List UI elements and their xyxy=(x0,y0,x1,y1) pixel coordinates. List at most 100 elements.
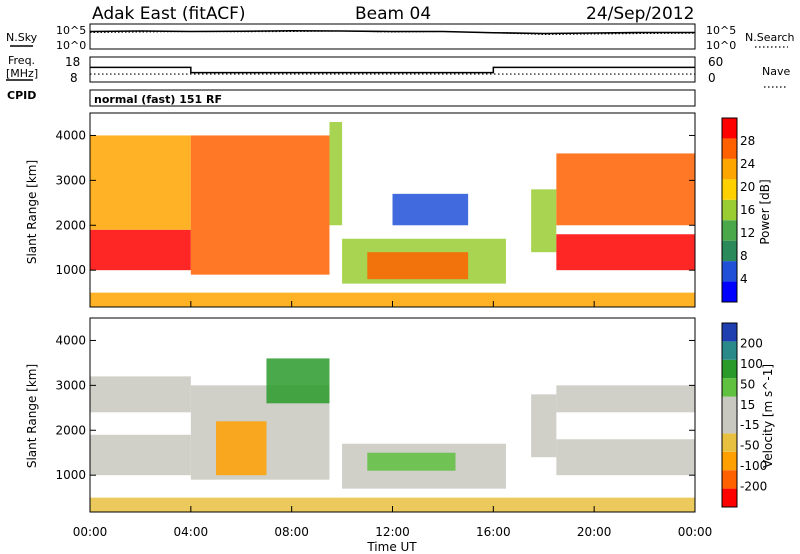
x-tick-label: 16:00 xyxy=(476,525,511,539)
velocity-colorbar-swatch xyxy=(722,378,737,397)
x-tick-label: 00:00 xyxy=(678,525,713,539)
velocity-colorbar-swatch xyxy=(722,396,737,415)
velocity-colorbar: -200 -100 -50 -15 15 50 100 200 xyxy=(721,322,767,508)
velocity-ytick-label: 2000 xyxy=(55,423,86,437)
cpid-value: normal (fast) 151 RF xyxy=(94,93,222,106)
power-ytick-label: 3000 xyxy=(55,173,86,187)
power-colorbar-tick: 12 xyxy=(740,226,755,240)
noise-plot xyxy=(89,29,696,36)
velocity-colorbar-tick: -50 xyxy=(740,439,760,453)
cpid-panel-frame xyxy=(89,89,696,107)
noise-right-tick-top: 10^5 xyxy=(706,24,736,37)
freq-series-0 xyxy=(90,66,695,74)
power-colorbar-tick: 16 xyxy=(740,203,755,217)
power-colorbar-tick: 8 xyxy=(740,249,748,263)
velocity-colorbar-swatch xyxy=(722,451,737,471)
power-echo-region xyxy=(556,234,695,271)
freq-tick-top: 18 xyxy=(65,55,80,69)
velocity-ytick-label: 1000 xyxy=(55,468,86,482)
noise-panel-frame xyxy=(89,23,696,50)
noise-tick-bottom: 10^0 xyxy=(56,39,86,52)
power-colorbar-tick: 24 xyxy=(740,157,755,171)
power-colorbar-swatch xyxy=(722,220,737,241)
power-colorbar-label: Power [dB] xyxy=(758,179,772,244)
power-colorbar-swatch xyxy=(722,199,737,221)
velocity-colorbar-tick: 100 xyxy=(740,357,763,371)
power-echo-region xyxy=(90,292,695,307)
velocity-echo-region xyxy=(531,394,557,458)
power-colorbar-tick: 4 xyxy=(740,272,748,286)
power-colorbar-swatch xyxy=(722,138,737,159)
power-ytick-label: 1000 xyxy=(55,263,86,277)
velocity-echo-region xyxy=(556,385,695,413)
velocity-colorbar-swatch xyxy=(722,323,737,342)
noise-series-0 xyxy=(89,29,695,35)
x-tick-label: 00:00 xyxy=(73,525,108,539)
power-echo-region xyxy=(329,121,343,226)
velocity-colorbar-tick: 50 xyxy=(740,377,755,391)
velocity-colorbar-swatch xyxy=(722,488,737,507)
velocity-echo-region xyxy=(266,358,330,404)
power-echo-region xyxy=(392,193,469,226)
velocity-colorbar-swatch xyxy=(722,433,737,452)
noise-tick-top: 10^5 xyxy=(56,24,86,37)
velocity-colorbar-swatch xyxy=(722,415,737,434)
velocity-echo-region xyxy=(90,434,191,476)
nave-tick-top: 60 xyxy=(708,55,723,69)
power-colorbar-swatch xyxy=(722,158,737,180)
velocity-colorbar-swatch xyxy=(722,359,737,379)
power-plot xyxy=(90,121,695,307)
power-ytick-label: 2000 xyxy=(55,218,86,232)
power-ylabel: Slant Range [km] xyxy=(25,160,39,264)
velocity-echo-region xyxy=(367,452,456,471)
power-echo-region xyxy=(90,229,191,271)
velocity-echo-region xyxy=(216,421,267,476)
velocity-ytick-label: 4000 xyxy=(55,333,86,347)
noise-right-tick-bottom: 10^0 xyxy=(706,39,736,52)
velocity-echo-region xyxy=(90,497,695,512)
x-tick-label: 20:00 xyxy=(577,525,612,539)
x-tick-label: 12:00 xyxy=(375,525,410,539)
velocity-echo-region xyxy=(556,439,695,476)
x-tick-label: 04:00 xyxy=(174,525,209,539)
power-colorbar-frame xyxy=(721,117,738,303)
power-echo-region xyxy=(556,153,695,226)
power-colorbar-tick: 20 xyxy=(740,180,755,194)
power-colorbar-swatch xyxy=(722,118,737,139)
velocity-colorbar-tick: -15 xyxy=(740,418,760,432)
freq-tick-bottom: 8 xyxy=(70,71,78,85)
velocity-colorbar-tick: -100 xyxy=(740,459,767,473)
velocity-y-axis: 1000 2000 3000 4000 xyxy=(55,333,695,482)
velocity-colorbar-swatch xyxy=(722,341,737,360)
power-colorbar-swatch xyxy=(722,240,737,262)
power-echo-region xyxy=(90,135,191,230)
freq-label-1: Freq. xyxy=(8,54,35,67)
freq-label-2: [MHz] xyxy=(6,67,38,80)
velocity-plot xyxy=(90,358,695,512)
velocity-ylabel: Slant Range [km] xyxy=(25,364,39,468)
noise-series-1 xyxy=(89,30,696,36)
velocity-colorbar-swatch xyxy=(722,470,737,489)
beam-title: Beam 04 xyxy=(355,4,431,24)
nsky-label: N.Sky xyxy=(6,31,38,44)
nave-label: Nave xyxy=(762,65,790,78)
nave-tick-bottom: 0 xyxy=(708,71,716,85)
velocity-colorbar-tick: 200 xyxy=(740,336,763,350)
date-title: 24/Sep/2012 xyxy=(586,4,694,24)
velocity-colorbar-tick: 15 xyxy=(740,398,755,412)
velocity-colorbar-tick: -200 xyxy=(740,480,767,494)
nsearch-label: N.Search xyxy=(745,31,795,44)
velocity-echo-region xyxy=(90,376,191,413)
velocity-colorbar-frame xyxy=(721,322,738,508)
power-colorbar-swatch xyxy=(722,261,737,282)
power-colorbar-swatch xyxy=(722,179,737,200)
freq-plot xyxy=(90,66,695,75)
power-y-axis: 1000 2000 3000 4000 xyxy=(55,128,695,277)
power-ytick-label: 4000 xyxy=(55,128,86,142)
power-colorbar-tick: 28 xyxy=(740,134,755,148)
power-echo-region xyxy=(190,135,330,275)
station-title: Adak East (fitACF) xyxy=(92,4,246,24)
power-colorbar-swatch xyxy=(722,281,737,302)
xlabel: Time UT xyxy=(366,540,417,554)
